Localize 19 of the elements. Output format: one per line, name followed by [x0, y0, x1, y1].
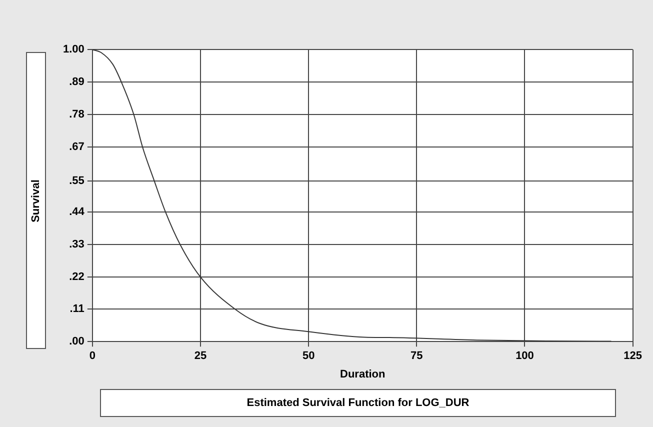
y-tick-label: 1.00: [62, 44, 84, 56]
x-tick-label: 25: [194, 350, 207, 362]
y-tick-label: .55: [69, 175, 84, 188]
y-tick-label: .78: [69, 108, 84, 120]
y-tick-label: .67: [69, 140, 84, 153]
text: Estimated Survival Function for LOG_DUR: [100, 389, 616, 417]
y-tick-label: .22: [69, 270, 84, 283]
x-tick-label: 100: [516, 350, 534, 362]
y-tick-label: .11: [70, 303, 84, 316]
y-tick-label: .44: [69, 206, 86, 218]
y-tick-label: .00: [69, 336, 84, 348]
x-axis-title: Duration: [340, 368, 386, 380]
x-tick-label: 50: [302, 350, 315, 362]
x-tick-label: 0: [89, 350, 96, 362]
y-tick-label: .89: [69, 76, 84, 88]
y-tick-label: .33: [69, 238, 84, 250]
y-axis-title: Survival: [30, 179, 42, 222]
x-tick-label: 125: [624, 350, 642, 362]
x-tick-label: 75: [410, 350, 423, 362]
